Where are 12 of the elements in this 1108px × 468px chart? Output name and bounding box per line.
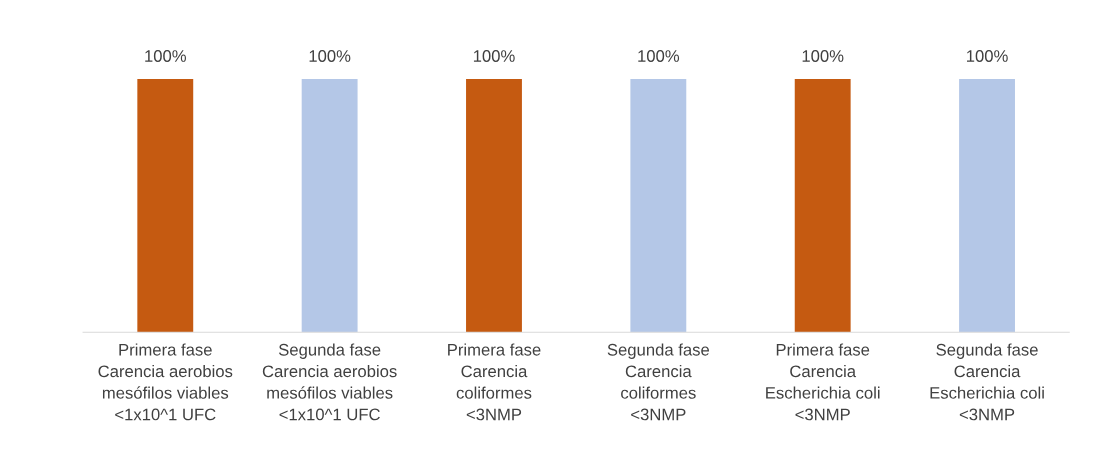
data-label: 100%	[967, 50, 1008, 62]
x-tick-label: Primera fase Carencia aerobios mesófilos viables <1x10^1 UFC	[98, 343, 233, 421]
x-tick-label: Segunda fase Carencia coliformes <3NMP	[607, 343, 710, 421]
data-label: 100%	[638, 50, 680, 62]
data-label: 100%	[145, 50, 186, 62]
data-label: 100%	[802, 50, 844, 62]
x-tick-label: Primera fase Carencia Escherichia coli <3NMP	[766, 343, 880, 421]
x-tick-label: Segunda fase Carencia Escherichia coli <3NMP	[930, 343, 1044, 421]
data-label: 100%	[309, 50, 351, 62]
x-tick-label: Segunda fase Carencia aerobios mesófilos viables <1x10^1 UFC	[262, 343, 397, 421]
x-tick-label: Primera fase Carencia coliformes <3NMP	[448, 343, 541, 421]
data-label: 100%	[473, 50, 515, 62]
